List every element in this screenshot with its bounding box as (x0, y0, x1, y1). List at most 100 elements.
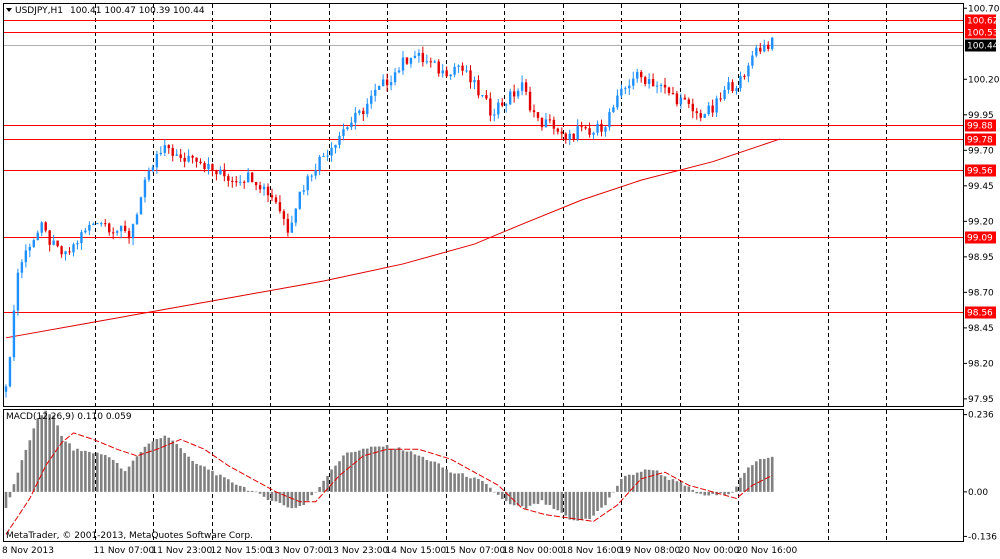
candle-body (381, 79, 385, 87)
macd-signal-line (5, 432, 773, 535)
macd-bar (691, 489, 695, 492)
candle-body (175, 154, 178, 156)
candle-body (655, 85, 659, 87)
candle-body (584, 127, 587, 129)
candle-body (179, 154, 182, 158)
macd-bar (766, 457, 770, 492)
candle-body (572, 133, 575, 140)
candle-body (342, 129, 345, 136)
macd-bar (223, 477, 226, 492)
candle-body (159, 152, 163, 154)
candle-body (628, 85, 631, 89)
candle-body (548, 119, 552, 121)
candle-body (409, 57, 413, 64)
current-price-label: 100.44 (967, 42, 999, 52)
macd-tick-label: -0.136 (968, 532, 997, 542)
candle-body (40, 222, 43, 233)
candle-body (461, 65, 464, 71)
candle-body (318, 156, 321, 171)
candle-body (139, 197, 143, 215)
candle-body (469, 70, 472, 83)
candle-body (481, 95, 484, 97)
candle-body (72, 244, 75, 253)
candle-body (24, 250, 28, 263)
macd-bar (270, 491, 274, 501)
macd-bar (80, 451, 83, 492)
candle-body (266, 186, 270, 196)
price-tick-label: 98.70 (968, 288, 994, 298)
candle-body (691, 103, 695, 112)
candle-body (84, 230, 87, 233)
time-tick-label: 19 Nov 08:00 (620, 546, 681, 556)
candle-body (501, 102, 504, 106)
macd-bar (500, 491, 504, 500)
candle-body (556, 128, 560, 132)
candle-body (715, 98, 718, 113)
macd-bar (759, 459, 762, 492)
candle-body (441, 70, 444, 74)
candle-body (385, 79, 389, 86)
triangle-down-icon[interactable] (6, 8, 12, 12)
candle-body (433, 61, 436, 63)
macd-bar (433, 461, 437, 492)
candle-body (703, 114, 706, 118)
macd-bar (663, 476, 667, 492)
macd-bar (532, 491, 536, 504)
candle-body (397, 70, 401, 73)
candle-body (223, 169, 226, 177)
macd-bar (536, 491, 540, 504)
macd-bar (580, 491, 583, 520)
candle-body (274, 197, 278, 203)
candle-body (8, 357, 12, 387)
signal-line (5, 432, 773, 535)
candle-body (675, 93, 679, 105)
price-tick-label: 99.70 (968, 146, 994, 156)
macd-bar (556, 491, 560, 511)
macd-bar (155, 439, 159, 492)
candle-body (354, 112, 357, 123)
price-tick-label: 99.95 (968, 111, 994, 121)
price-tick-label: 100.70 (968, 4, 1000, 14)
candle-body (493, 114, 496, 116)
candle-body (564, 133, 567, 140)
macd-bar (230, 482, 234, 492)
price-tick-label: 98.45 (968, 324, 994, 334)
macd-bar (227, 479, 230, 492)
macd-bar (711, 491, 714, 494)
macd-pane[interactable] (3, 409, 964, 542)
macd-bar (167, 437, 171, 492)
candle-body (262, 186, 266, 190)
candle-body (246, 172, 250, 183)
macd-bar (346, 452, 349, 492)
candle-body (568, 133, 571, 140)
candle-body (620, 88, 623, 96)
macd-bar (528, 491, 532, 506)
macd-bar (651, 470, 655, 492)
candle-body (282, 211, 286, 219)
candle-body (207, 163, 210, 170)
candle-body (425, 61, 429, 63)
candle-body (524, 82, 528, 92)
main-chart-pane[interactable] (3, 3, 964, 407)
candle-body (211, 163, 214, 171)
candle-body (763, 44, 766, 52)
candle-body (667, 87, 671, 94)
time-tick-label: 18 Nov 16:00 (562, 546, 623, 556)
macd-bar (425, 460, 429, 492)
time-tick-label: 14 Nov 15:00 (386, 546, 447, 556)
macd-bar (655, 470, 659, 492)
candle-body (536, 112, 540, 118)
time-tick-label: 13 Nov 07:00 (269, 546, 330, 556)
level-price-tag (965, 119, 996, 132)
macd-bar (588, 491, 591, 520)
macd-bar (743, 472, 746, 492)
candle-body (254, 182, 258, 186)
level-price-tag (965, 306, 996, 319)
candle-body (727, 82, 730, 90)
candle-body (659, 84, 663, 86)
macd-bar (715, 491, 718, 496)
symbol-label: USDJPY,H1 (15, 6, 63, 16)
candle-body (183, 157, 186, 162)
macd-bar (413, 454, 417, 492)
